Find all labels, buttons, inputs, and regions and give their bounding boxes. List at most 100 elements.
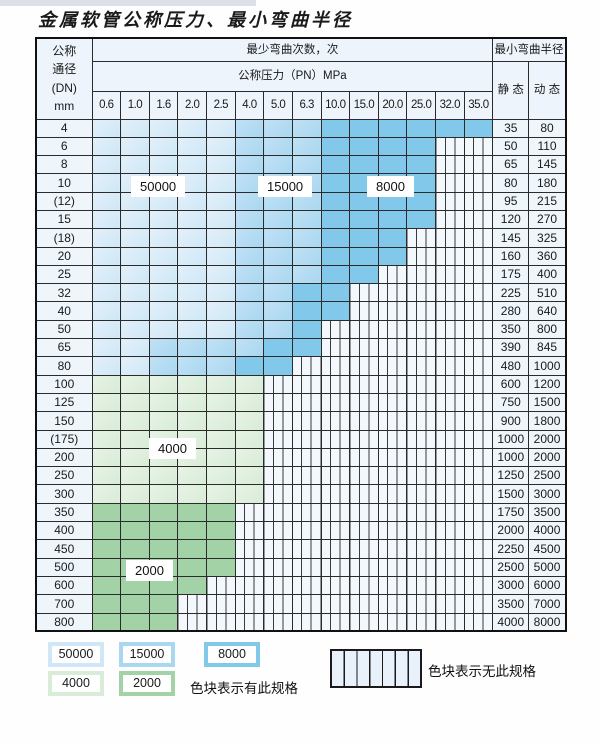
table-row: (175) 1000 2000 (35, 429, 567, 449)
no-spec-cell (377, 319, 408, 340)
spec-cell-50000 (177, 319, 207, 340)
no-spec-cell (463, 466, 494, 486)
table-row: 200 1000 2000 (35, 447, 567, 468)
no-spec-cell (406, 411, 436, 431)
spec-cell-8000 (320, 136, 351, 157)
dn-cell: 65 (35, 338, 93, 358)
no-spec-cell (377, 374, 408, 394)
spec-cell-8000 (377, 155, 408, 175)
no-spec-cell (377, 521, 408, 541)
spec-cell-8000 (349, 209, 379, 230)
no-spec-cell (406, 521, 436, 541)
spec-cell-4000 (120, 466, 150, 486)
no-spec-cell (349, 575, 379, 596)
legend-swatch-label: 15000 (123, 646, 171, 663)
spec-cell-8000 (320, 264, 351, 285)
static-radius-cell: 120 (492, 209, 530, 230)
no-spec-cell (349, 484, 379, 504)
spec-cell-50000 (120, 209, 150, 230)
spec-cell-8000 (349, 136, 379, 157)
spec-cell-2000 (177, 502, 207, 523)
spec-cell-50000 (148, 283, 179, 303)
no-spec-cell (349, 283, 379, 303)
page-title: 金属软管公称压力、最小弯曲半径 (38, 10, 353, 31)
spec-cell-4000 (206, 411, 236, 431)
dn-cell: 100 (35, 374, 93, 394)
static-radius-cell: 480 (492, 356, 530, 376)
no-spec-cell (435, 374, 465, 394)
spec-cell-4000 (206, 447, 236, 468)
spec-cell-8000 (377, 136, 408, 157)
static-radius-cell: 65 (492, 155, 530, 175)
no-spec-cell (463, 246, 494, 266)
spec-cell-50000 (91, 319, 122, 340)
no-spec-cell (435, 228, 465, 248)
spec-cell-15000 (148, 338, 179, 358)
dynamic-radius-cell: 2500 (528, 466, 567, 486)
spec-cell-2000 (206, 557, 236, 577)
no-spec-cell (349, 466, 379, 486)
no-spec-cell (406, 392, 436, 413)
spec-cell-15000 (234, 283, 265, 303)
no-spec-cell (406, 264, 436, 285)
table-row: 15 120 270 (35, 209, 567, 230)
no-spec-cell (320, 319, 351, 340)
static-radius-cell: 3500 (492, 594, 530, 614)
no-spec-cell (406, 612, 436, 632)
dn-cell: 6 (35, 136, 93, 157)
no-spec-cell (406, 466, 436, 486)
no-spec-cell (320, 484, 351, 504)
spec-cell-2000 (120, 612, 150, 632)
static-radius-cell: 160 (492, 246, 530, 266)
spec-cell-50000 (148, 301, 179, 321)
no-spec-cell (435, 502, 465, 523)
dynamic-radius-cell: 145 (528, 155, 567, 175)
static-radius-cell: 35 (492, 118, 530, 138)
spec-cell-8000 (320, 228, 351, 248)
spec-cell-15000 (234, 191, 265, 211)
spec-cell-15000 (234, 155, 265, 175)
no-spec-cell (435, 447, 465, 468)
static-radius-cell: 1250 (492, 466, 530, 486)
dynamic-radius-cell: 1800 (528, 411, 567, 431)
spec-cell-50000 (206, 228, 236, 248)
no-spec-cell (435, 356, 465, 376)
no-spec-cell (320, 466, 351, 486)
spec-cell-50000 (91, 155, 122, 175)
table-row: (18) 145 325 (35, 228, 567, 248)
table-row: 400 2000 4000 (35, 521, 567, 541)
spec-cell-15000 (263, 118, 293, 138)
no-spec-cell (177, 612, 207, 632)
no-spec-cell (463, 338, 494, 358)
no-spec-cell (349, 392, 379, 413)
dn-cell: 50 (35, 319, 93, 340)
spec-cell-50000 (120, 301, 150, 321)
static-radius-cell: 390 (492, 338, 530, 358)
spec-cell-50000 (91, 118, 122, 138)
table-row: 32 225 510 (35, 283, 567, 303)
table-row: 25 175 400 (35, 264, 567, 285)
spec-cell-4000 (91, 447, 122, 468)
no-spec-cell (291, 466, 322, 486)
no-spec-cell (291, 392, 322, 413)
no-spec-cell (263, 502, 293, 523)
spec-cell-50000 (91, 338, 122, 358)
no-spec-cell (435, 594, 465, 614)
no-spec-cell (177, 594, 207, 614)
no-spec-cell (320, 539, 351, 559)
pressure-col-header: 25.0 (406, 90, 436, 120)
spec-cell-50000 (177, 246, 207, 266)
spec-cell-15000 (263, 136, 293, 157)
no-spec-cell (435, 338, 465, 358)
static-radius-cell: 1500 (492, 484, 530, 504)
static-radius-cell: 900 (492, 411, 530, 431)
dn-cell: 300 (35, 484, 93, 504)
no-spec-cell (263, 484, 293, 504)
cycles-label-2000: 2000 (126, 560, 173, 581)
scan-artifact-strip (0, 0, 256, 6)
static-radius-cell: 1000 (492, 429, 530, 449)
no-spec-cell (263, 594, 293, 614)
spec-cell-8000 (435, 118, 465, 138)
pressure-col-header: 35.0 (463, 90, 494, 120)
spec-cell-4000 (206, 374, 236, 394)
